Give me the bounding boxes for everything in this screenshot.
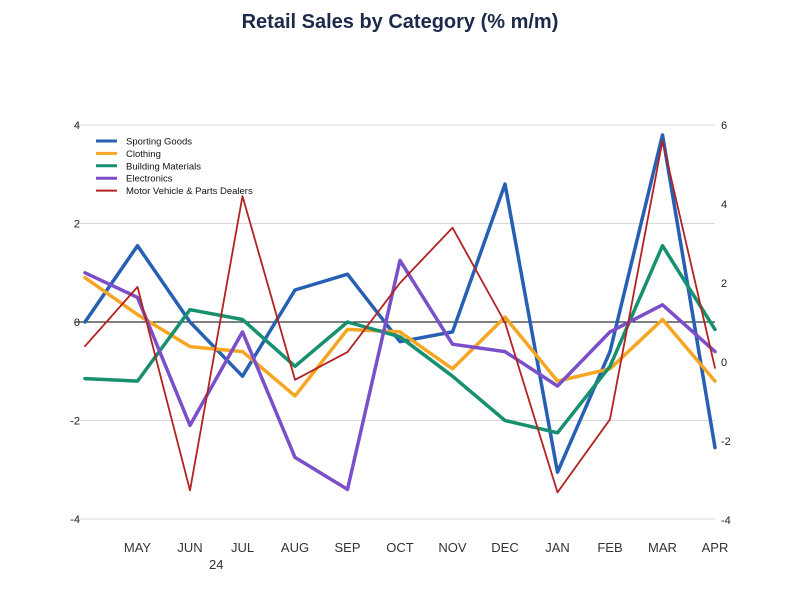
right-tick-label: 2 <box>721 278 727 290</box>
right-tick-label: 6 <box>721 120 727 132</box>
legend-label: Sporting Goods <box>126 137 192 148</box>
right-axis-ticks: -4 -2 0 2 4 6 <box>721 120 731 527</box>
x-tick-label: NOV <box>438 540 467 555</box>
series-line-motor-vehicle-parts-dealers <box>84 139 716 494</box>
right-tick-label: 4 <box>721 199 727 211</box>
legend-item[interactable]: Electronics <box>96 174 173 185</box>
series-lines <box>83 133 717 494</box>
year-label: 24 <box>209 557 223 572</box>
left-tick-label: 0 <box>74 317 80 329</box>
x-tick-label: JAN <box>545 540 570 555</box>
x-tick-label: JUL <box>231 540 254 555</box>
legend-label: Clothing <box>126 149 161 160</box>
legend-item[interactable]: Building Materials <box>96 161 201 172</box>
x-tick-label: OCT <box>386 540 414 555</box>
legend-item[interactable]: Motor Vehicle & Parts Dealers <box>96 186 253 197</box>
x-tick-label: MAY <box>124 540 152 555</box>
x-tick-label: AUG <box>281 540 309 555</box>
x-axis-ticks: MAY JUN JUL AUG SEP OCT NOV DEC JAN FEB MAR APR 24 <box>124 540 728 572</box>
legend-item[interactable]: Sporting Goods <box>96 137 192 148</box>
right-tick-label: 0 <box>721 357 727 369</box>
legend-item[interactable]: Clothing <box>96 149 161 160</box>
chart-title: Retail Sales by Category (% m/m) <box>242 11 559 33</box>
x-tick-label: JUN <box>177 540 202 555</box>
right-tick-label: -4 <box>721 515 731 527</box>
legend-label: Electronics <box>126 174 173 185</box>
x-tick-label: APR <box>702 540 729 555</box>
x-tick-label: FEB <box>597 540 622 555</box>
left-tick-label: 4 <box>74 120 80 132</box>
left-tick-label: -4 <box>70 514 80 526</box>
left-axis-ticks: -4 -2 0 2 4 <box>70 120 80 526</box>
x-tick-label: MAR <box>648 540 677 555</box>
series-line-electronics <box>83 258 717 492</box>
legend-label: Building Materials <box>126 161 201 172</box>
x-tick-label: DEC <box>491 540 518 555</box>
series-line-sporting-goods <box>83 133 717 474</box>
left-tick-label: -2 <box>70 416 80 428</box>
left-tick-label: 2 <box>74 219 80 231</box>
right-tick-label: -2 <box>721 436 731 448</box>
legend-label: Motor Vehicle & Parts Dealers <box>126 186 253 197</box>
x-tick-label: SEP <box>334 540 360 555</box>
series-line-building-materials <box>83 243 717 435</box>
